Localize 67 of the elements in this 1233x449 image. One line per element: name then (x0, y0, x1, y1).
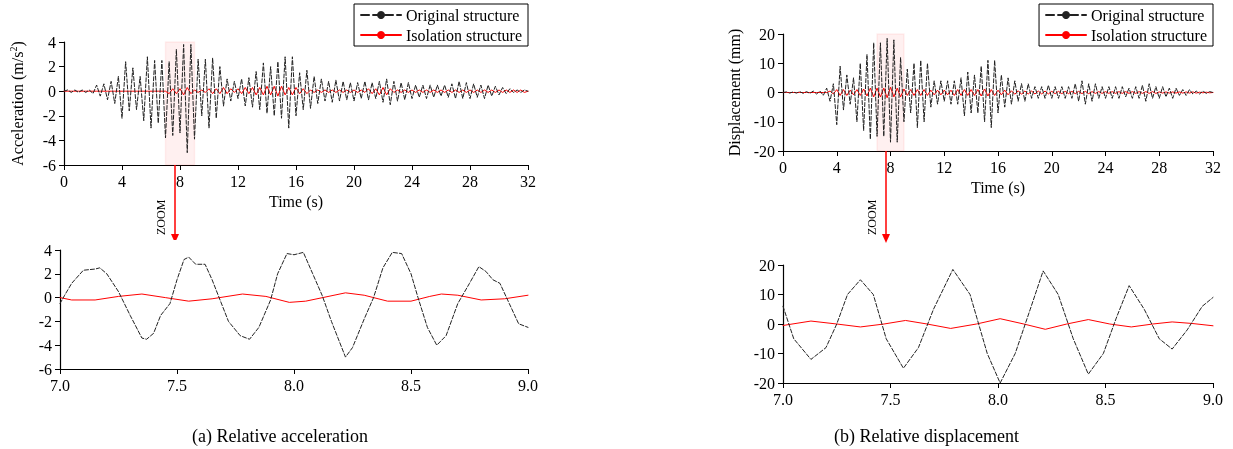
x-tick-label: 32 (1205, 158, 1221, 176)
x-tick-label: 32 (520, 172, 536, 190)
legend-label: Original structure (1091, 6, 1205, 25)
x-tick-label: 28 (1151, 158, 1168, 176)
x-tick-label: 9.0 (1203, 390, 1223, 408)
y-tick-label: 4 (44, 241, 52, 259)
y-tick-label: -2 (38, 312, 52, 330)
x-tick-label: 12 (936, 158, 953, 176)
y-tick-label: -10 (753, 345, 775, 362)
y-axis-title: Displacement (mm) (726, 28, 745, 157)
line-series (782, 318, 1214, 330)
x-tick-label: 7.5 (880, 390, 901, 408)
x-tick-label: 8.5 (1095, 390, 1116, 408)
legend-label: Isolation structure (406, 26, 522, 44)
x-tick-label: 7.0 (773, 390, 793, 408)
y-tick-label: -20 (753, 142, 775, 160)
x-axis-title: Time (s) (268, 193, 324, 212)
text: (a) Relative acceleration (192, 426, 368, 447)
x-tick-label: 16 (990, 158, 1006, 176)
text: ZOOM (865, 199, 880, 235)
y-tick-label: -2 (42, 107, 56, 125)
x-tick-label: 0 (779, 158, 787, 176)
x-axis-title: Time (s) (970, 178, 1026, 197)
y-tick-label: -6 (42, 156, 56, 174)
x-tick-label: 8 (176, 172, 184, 190)
x-tick-label: 24 (404, 172, 420, 190)
x-tick-label: 8.5 (401, 376, 421, 394)
x-tick-label: 0 (60, 172, 68, 190)
y-tick-label: 0 (48, 82, 56, 100)
x-tick-label: 24 (1097, 158, 1114, 176)
y-tick-label: 0 (44, 289, 52, 307)
x-tick-label: 12 (230, 172, 246, 190)
y-tick-label: -10 (753, 113, 775, 131)
y-axis-title: Acceleration (m/s2) (7, 41, 27, 166)
x-tick-label: 20 (346, 172, 362, 190)
line-series (63, 43, 529, 154)
y-tick-label: -6 (38, 360, 52, 378)
y-tick-label: -20 (753, 374, 775, 392)
x-tick-label: 16 (288, 172, 304, 190)
text: (b) Relative displacement (834, 426, 1019, 447)
text: ZOOM (154, 199, 169, 235)
y-tick-label: -4 (38, 336, 52, 354)
y-tick-label: 0 (767, 315, 775, 333)
y-tick-label: 0 (767, 84, 775, 101)
x-tick-label: 8.0 (988, 390, 1008, 408)
x-tick-label: 4 (832, 158, 841, 176)
legend-label: Isolation structure (1091, 26, 1207, 44)
line-series (59, 292, 529, 303)
line-series (59, 251, 529, 358)
legend-label: Original structure (406, 6, 520, 25)
y-tick-label: 4 (48, 33, 56, 51)
x-tick-label: 7.0 (50, 376, 70, 394)
y-tick-label: 10 (759, 286, 775, 303)
y-tick-label: -4 (42, 131, 56, 149)
x-tick-label: 28 (462, 172, 478, 190)
y-tick-label: 20 (759, 256, 775, 274)
x-tick-label: 20 (1043, 158, 1060, 176)
x-tick-label: 8 (886, 158, 895, 176)
x-tick-label: 9.0 (518, 376, 538, 394)
y-tick-label: 2 (48, 58, 56, 76)
y-tick-label: 2 (44, 265, 52, 283)
y-tick-label: 20 (759, 25, 775, 43)
x-tick-label: 4 (118, 172, 126, 190)
x-tick-label: 7.5 (167, 376, 187, 394)
y-tick-label: 10 (759, 54, 775, 72)
x-tick-label: 8.0 (284, 376, 304, 394)
line-series (63, 85, 529, 97)
